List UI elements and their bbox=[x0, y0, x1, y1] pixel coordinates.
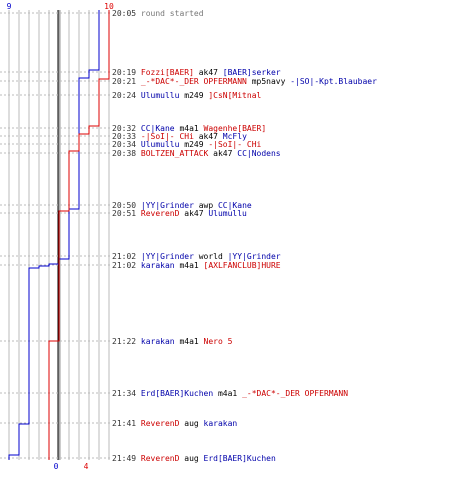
event-player: ReverenD bbox=[140, 209, 180, 218]
event-weapon: m4a1 bbox=[174, 124, 204, 133]
event-player: CC|Kane bbox=[217, 201, 252, 210]
event-player: -|SO|-Kpt.Blaubaer bbox=[290, 77, 377, 86]
event-player: BOLTZEN_ATTACK bbox=[140, 149, 209, 158]
blue-team-series-line bbox=[8, 10, 100, 460]
event-player: Nero 5 bbox=[203, 337, 233, 346]
event-player: Ulumullu bbox=[140, 140, 180, 149]
event-player: Ulumullu bbox=[208, 209, 247, 218]
event-weapon: mp5navy bbox=[246, 77, 291, 86]
event-weapon: aug bbox=[179, 419, 204, 428]
event-time: 20:51 bbox=[112, 209, 141, 218]
event-player: |YY|Grinder bbox=[227, 252, 281, 261]
event-row: 21:41 ReverenD aug karakan bbox=[112, 419, 237, 428]
event-row: 20:34 Ulumullu m249 -|SoI|- CHi bbox=[112, 140, 261, 149]
event-weapon: m249 bbox=[179, 140, 209, 149]
event-weapon: ak47 bbox=[193, 68, 223, 77]
event-time: 20:21 bbox=[112, 77, 141, 86]
event-player: Fozzi[BAER] bbox=[140, 68, 194, 77]
event-time: 20:19 bbox=[112, 68, 141, 77]
event-message: round started bbox=[140, 9, 204, 18]
event-time: 20:05 bbox=[112, 9, 141, 18]
event-time: 21:49 bbox=[112, 454, 141, 463]
event-player: CC|Nodens bbox=[237, 149, 281, 158]
event-weapon: aug bbox=[179, 454, 204, 463]
event-row: 20:19 Fozzi[BAER] ak47 [BAER]serker bbox=[112, 68, 281, 77]
event-row: 21:49 ReverenD aug Erd[BAER]Kuchen bbox=[112, 454, 276, 463]
event-time: 20:38 bbox=[112, 149, 141, 158]
event-row: 20:21 _-*DAC*-_DER OPFERMANN mp5navy -|S… bbox=[112, 77, 377, 86]
red-start-label: 10 bbox=[104, 2, 114, 11]
event-time: 20:24 bbox=[112, 91, 141, 100]
event-weapon: m4a1 bbox=[174, 337, 204, 346]
event-player: ReverenD bbox=[140, 454, 180, 463]
event-player: McFly bbox=[222, 132, 247, 141]
event-weapon: m4a1 bbox=[174, 261, 204, 270]
event-player: ]CsN[Mitnal bbox=[208, 91, 262, 100]
event-player: _-*DAC*-_DER OPFERMANN bbox=[140, 77, 247, 86]
event-time: 21:22 bbox=[112, 337, 141, 346]
event-player: |YY|Grinder bbox=[140, 252, 194, 261]
event-row: 20:50 |YY|Grinder awp CC|Kane bbox=[112, 201, 252, 210]
event-player: Ulumullu bbox=[140, 91, 180, 100]
event-player: karakan bbox=[140, 337, 175, 346]
red-end-label: 4 bbox=[84, 462, 89, 471]
event-row: 20:05 round started bbox=[112, 9, 204, 18]
event-row: 21:22 karakan m4a1 Nero 5 bbox=[112, 337, 232, 346]
event-player: -|SoI|- CHi bbox=[140, 132, 194, 141]
event-weapon: m4a1 bbox=[213, 389, 243, 398]
event-row: 20:32 CC|Kane m4a1 Wagenhe[BAER] bbox=[112, 124, 266, 133]
event-player: -|SoI|- CHi bbox=[208, 140, 262, 149]
event-player: CC|Kane bbox=[140, 124, 175, 133]
event-row: 21:02 |YY|Grinder world |YY|Grinder bbox=[112, 252, 281, 261]
event-weapon: awp bbox=[193, 201, 218, 210]
event-time: 20:50 bbox=[112, 201, 141, 210]
event-time: 21:02 bbox=[112, 252, 141, 261]
event-player: Erd[BAER]Kuchen bbox=[203, 454, 276, 463]
event-time: 21:02 bbox=[112, 261, 141, 270]
event-time: 20:33 bbox=[112, 132, 141, 141]
event-weapon: world bbox=[193, 252, 228, 261]
event-player: [BAER]serker bbox=[222, 68, 281, 77]
event-row: 20:51 ReverenD ak47 Ulumullu bbox=[112, 209, 247, 218]
event-player: |YY|Grinder bbox=[140, 201, 194, 210]
event-time: 21:41 bbox=[112, 419, 141, 428]
event-time: 20:34 bbox=[112, 140, 141, 149]
event-weapon: ak47 bbox=[208, 149, 238, 158]
blue-end-label: 0 bbox=[54, 462, 59, 471]
event-weapon: ak47 bbox=[193, 132, 223, 141]
event-row: 20:24 Ulumullu m249 ]CsN[Mitnal bbox=[112, 91, 261, 100]
event-player: _-*DAC*-_DER OPFERMANN bbox=[242, 389, 349, 398]
event-time: 21:34 bbox=[112, 389, 141, 398]
blue-start-label: 9 bbox=[7, 2, 12, 11]
event-player: karakan bbox=[140, 261, 175, 270]
event-row: 20:33 -|SoI|- CHi ak47 McFly bbox=[112, 132, 247, 141]
event-row: 21:02 karakan m4a1 [AXLFANCLUB]HURE bbox=[112, 261, 281, 270]
event-player: karakan bbox=[203, 419, 238, 428]
event-player: Erd[BAER]Kuchen bbox=[140, 389, 214, 398]
event-row: 21:34 Erd[BAER]Kuchen m4a1 _-*DAC*-_DER … bbox=[112, 389, 348, 398]
red-team-series-line bbox=[48, 10, 110, 460]
event-weapon: m249 bbox=[179, 91, 209, 100]
event-player: Wagenhe[BAER] bbox=[203, 124, 267, 133]
event-weapon: ak47 bbox=[179, 209, 209, 218]
event-player: ReverenD bbox=[140, 419, 180, 428]
event-time: 20:32 bbox=[112, 124, 141, 133]
event-player: [AXLFANCLUB]HURE bbox=[203, 261, 281, 270]
event-row: 20:38 BOLTZEN_ATTACK ak47 CC|Nodens bbox=[112, 149, 281, 158]
